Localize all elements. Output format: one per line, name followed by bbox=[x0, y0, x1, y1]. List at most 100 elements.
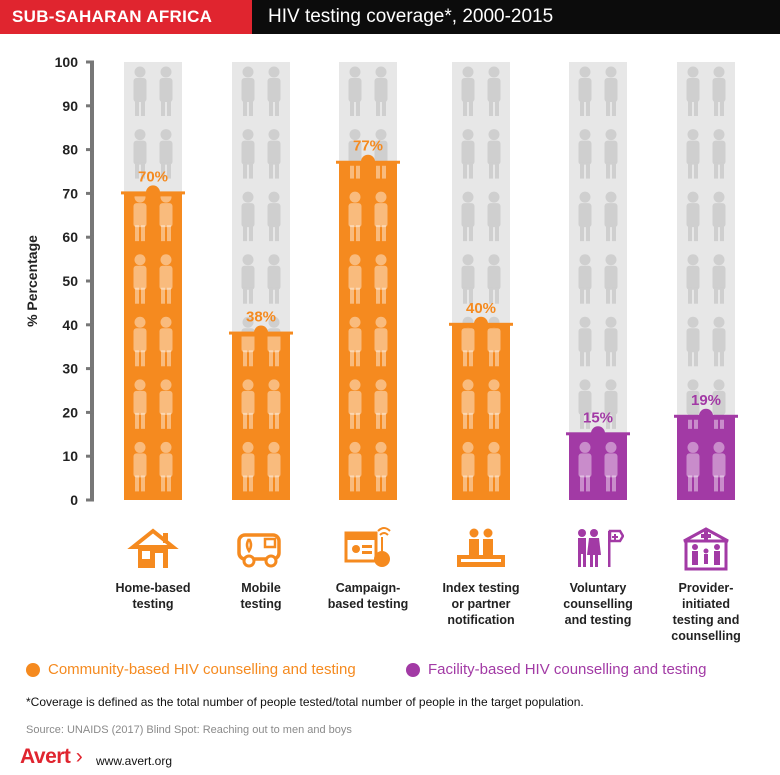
bar-value-label: 15% bbox=[583, 409, 613, 426]
person-icon-bg bbox=[267, 191, 281, 242]
person-icon bbox=[241, 336, 255, 367]
hospital-family-icon bbox=[680, 525, 732, 571]
logo-text: Avert bbox=[20, 745, 71, 768]
person-icon bbox=[374, 254, 388, 304]
bar-marker bbox=[254, 325, 268, 340]
bar bbox=[339, 162, 397, 500]
person-icon bbox=[348, 379, 362, 429]
y-tick-label: 100 bbox=[55, 54, 79, 70]
person-icon-bg bbox=[241, 254, 255, 304]
person-icon-bg bbox=[712, 316, 726, 367]
person-icon bbox=[712, 441, 726, 492]
person-icon-bg bbox=[461, 191, 475, 242]
y-tick-label: 70 bbox=[62, 185, 78, 201]
person-icon-bg bbox=[241, 66, 255, 116]
couple-icon bbox=[455, 525, 507, 571]
y-tick-label: 40 bbox=[62, 317, 78, 333]
person-icon bbox=[578, 441, 592, 492]
person-icon bbox=[374, 316, 388, 367]
category-label: Provider- initiated testing and counsell… bbox=[671, 581, 741, 643]
bar-people bbox=[578, 441, 618, 492]
person-icon-bg bbox=[267, 66, 281, 116]
bar-value-label: 77% bbox=[353, 138, 383, 155]
person-icon bbox=[159, 441, 173, 492]
person-icon bbox=[159, 196, 173, 242]
footnote: *Coverage is defined as the total number… bbox=[26, 695, 584, 709]
bar-people bbox=[348, 165, 388, 492]
bar bbox=[124, 193, 182, 500]
person-icon-bg bbox=[686, 66, 700, 116]
person-icon bbox=[133, 316, 147, 367]
person-icon-bg bbox=[348, 66, 362, 116]
person-icon-bg bbox=[712, 66, 726, 116]
person-icon-bg bbox=[461, 129, 475, 179]
person-icon-bg bbox=[578, 191, 592, 242]
bar-marker bbox=[474, 316, 488, 331]
van-icon bbox=[235, 525, 287, 571]
person-icon bbox=[348, 254, 362, 304]
source-note: Source: UNAIDS (2017) Blind Spot: Reachi… bbox=[26, 724, 352, 736]
category-label: Index testing or partner notification bbox=[442, 581, 520, 627]
avert-logo[interactable]: Avert › bbox=[20, 745, 83, 768]
bar-marker bbox=[361, 154, 375, 169]
house-icon bbox=[127, 525, 179, 571]
person-icon bbox=[267, 336, 281, 367]
person-icon-bg bbox=[578, 129, 592, 179]
person-icon bbox=[159, 254, 173, 304]
bar bbox=[677, 416, 735, 500]
person-icon-bg bbox=[604, 316, 618, 367]
person-icon-bg bbox=[686, 129, 700, 179]
person-icon-bg bbox=[487, 66, 501, 116]
person-icon-bg bbox=[604, 66, 618, 116]
person-icon-bg bbox=[686, 254, 700, 304]
person-icon-bg bbox=[267, 254, 281, 304]
person-icon-bg bbox=[712, 254, 726, 304]
person-icon bbox=[487, 328, 501, 367]
legend-facility-label: Facility-based HIV counselling and testi… bbox=[428, 661, 707, 678]
person-icon-bg bbox=[686, 191, 700, 242]
category-label: Campaign- based testing bbox=[327, 581, 409, 611]
person-icon-bg bbox=[604, 191, 618, 242]
y-tick-label: 60 bbox=[62, 229, 78, 245]
people-sign-icon bbox=[572, 525, 625, 571]
person-icon bbox=[133, 254, 147, 304]
bar bbox=[452, 324, 510, 500]
bar-people bbox=[461, 328, 501, 492]
category-label: Voluntary counselling and testing bbox=[563, 581, 633, 627]
category-label: Mobile testing bbox=[240, 581, 282, 611]
person-icon bbox=[487, 441, 501, 492]
person-icon-bg bbox=[712, 191, 726, 242]
campaign-screen-icon bbox=[342, 525, 394, 571]
person-icon bbox=[241, 379, 255, 429]
person-icon bbox=[714, 419, 724, 429]
bar-people bbox=[133, 196, 173, 492]
person-icon bbox=[374, 191, 388, 242]
person-icon bbox=[159, 316, 173, 367]
person-icon-bg bbox=[461, 66, 475, 116]
region-label: SUB-SAHARAN AFRICA bbox=[0, 0, 252, 34]
person-icon bbox=[267, 379, 281, 429]
bar-value-label: 38% bbox=[246, 309, 276, 326]
person-icon bbox=[133, 379, 147, 429]
bar bbox=[232, 333, 290, 500]
bar-value-label: 40% bbox=[466, 300, 496, 317]
person-icon-bg bbox=[604, 379, 618, 429]
bar-marker bbox=[146, 185, 160, 200]
category-label: Home-based testing bbox=[115, 581, 191, 611]
y-tick-label: 0 bbox=[70, 492, 78, 508]
person-icon bbox=[348, 316, 362, 367]
person-icon-bg bbox=[159, 66, 173, 116]
bar-value-label: 70% bbox=[138, 168, 168, 185]
person-icon bbox=[686, 441, 700, 492]
person-icon bbox=[374, 441, 388, 492]
person-icon bbox=[604, 441, 618, 492]
person-icon bbox=[461, 328, 475, 367]
person-icon-bg bbox=[578, 254, 592, 304]
person-icon-bg bbox=[133, 66, 147, 116]
header-bar: SUB-SAHARAN AFRICA HIV testing coverage*… bbox=[0, 0, 780, 34]
legend-community-label: Community-based HIV counselling and test… bbox=[48, 661, 356, 678]
person-icon-bg bbox=[133, 129, 147, 179]
website-url[interactable]: www.avert.org bbox=[96, 754, 173, 768]
bar bbox=[569, 434, 627, 500]
y-tick-label: 50 bbox=[62, 273, 78, 289]
